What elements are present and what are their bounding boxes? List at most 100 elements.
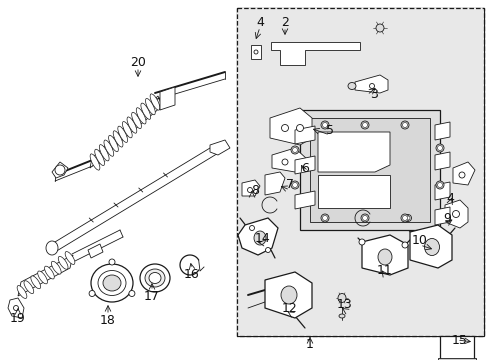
Ellipse shape: [95, 149, 104, 166]
Ellipse shape: [136, 108, 146, 124]
Ellipse shape: [51, 261, 61, 274]
Ellipse shape: [113, 131, 122, 147]
Ellipse shape: [149, 273, 161, 284]
Ellipse shape: [377, 249, 391, 265]
Text: 8: 8: [250, 184, 259, 197]
Ellipse shape: [362, 122, 367, 127]
Polygon shape: [18, 255, 73, 296]
Ellipse shape: [103, 275, 121, 291]
Ellipse shape: [451, 211, 459, 217]
Polygon shape: [354, 75, 387, 93]
Text: 14: 14: [255, 231, 270, 244]
Ellipse shape: [145, 269, 164, 287]
Polygon shape: [264, 172, 285, 195]
Ellipse shape: [55, 165, 65, 175]
Polygon shape: [409, 225, 451, 268]
Ellipse shape: [322, 216, 327, 220]
Polygon shape: [264, 272, 311, 318]
Ellipse shape: [400, 121, 408, 129]
Text: 19: 19: [10, 311, 26, 324]
Ellipse shape: [322, 122, 327, 127]
Ellipse shape: [253, 231, 265, 245]
Ellipse shape: [150, 94, 160, 110]
Polygon shape: [434, 182, 449, 200]
Ellipse shape: [281, 125, 288, 131]
Bar: [250, 45, 261, 59]
Ellipse shape: [360, 121, 368, 129]
Ellipse shape: [282, 159, 287, 165]
Ellipse shape: [131, 112, 141, 129]
Ellipse shape: [58, 256, 68, 269]
Text: 4: 4: [445, 192, 453, 204]
Ellipse shape: [402, 216, 407, 220]
Bar: [237, 8, 483, 336]
Ellipse shape: [320, 214, 328, 222]
Polygon shape: [299, 110, 439, 230]
Ellipse shape: [402, 122, 407, 127]
Ellipse shape: [437, 145, 442, 150]
Ellipse shape: [129, 291, 135, 297]
Ellipse shape: [400, 214, 408, 222]
Ellipse shape: [290, 181, 298, 189]
Ellipse shape: [89, 291, 95, 297]
Ellipse shape: [292, 183, 297, 188]
Ellipse shape: [98, 270, 126, 296]
Polygon shape: [452, 162, 474, 185]
Polygon shape: [270, 42, 359, 65]
Polygon shape: [434, 152, 449, 170]
Text: 11: 11: [376, 264, 392, 276]
Ellipse shape: [249, 225, 254, 230]
Ellipse shape: [44, 266, 54, 279]
Ellipse shape: [91, 264, 133, 302]
Bar: [437, 358, 475, 360]
Ellipse shape: [65, 252, 75, 265]
Ellipse shape: [360, 214, 368, 222]
Ellipse shape: [435, 181, 443, 189]
Polygon shape: [294, 191, 314, 209]
Polygon shape: [294, 156, 314, 174]
Ellipse shape: [375, 24, 383, 32]
Ellipse shape: [140, 264, 170, 292]
Ellipse shape: [31, 276, 41, 289]
Ellipse shape: [424, 238, 439, 256]
Ellipse shape: [127, 117, 137, 133]
Ellipse shape: [338, 314, 345, 318]
Bar: [237, 8, 483, 336]
Text: 17: 17: [144, 289, 160, 302]
Text: 12: 12: [282, 302, 297, 315]
Ellipse shape: [265, 248, 270, 252]
Ellipse shape: [292, 148, 297, 153]
Polygon shape: [361, 235, 407, 275]
Text: 3: 3: [369, 89, 377, 102]
Polygon shape: [238, 218, 278, 255]
Ellipse shape: [296, 125, 303, 131]
Ellipse shape: [320, 121, 328, 129]
Text: 20: 20: [130, 55, 145, 68]
Ellipse shape: [108, 135, 118, 152]
Text: 9: 9: [442, 211, 450, 225]
Ellipse shape: [458, 172, 464, 178]
Text: 10: 10: [411, 234, 427, 247]
Ellipse shape: [435, 144, 443, 152]
Polygon shape: [309, 118, 429, 222]
Polygon shape: [434, 122, 449, 140]
Polygon shape: [8, 298, 24, 318]
Ellipse shape: [17, 285, 27, 298]
Ellipse shape: [141, 103, 150, 120]
Ellipse shape: [405, 216, 409, 220]
Polygon shape: [269, 108, 311, 145]
Ellipse shape: [337, 293, 346, 302]
Polygon shape: [52, 162, 68, 178]
Polygon shape: [444, 200, 467, 228]
Bar: [439, 336, 473, 360]
Text: 5: 5: [325, 123, 333, 136]
Polygon shape: [209, 140, 229, 155]
Ellipse shape: [404, 215, 411, 221]
Text: 15: 15: [451, 333, 467, 346]
Ellipse shape: [362, 216, 367, 220]
Bar: [237, 8, 483, 336]
Ellipse shape: [145, 99, 155, 115]
Text: 7: 7: [285, 179, 293, 192]
Ellipse shape: [118, 126, 127, 143]
Text: 16: 16: [184, 267, 200, 280]
